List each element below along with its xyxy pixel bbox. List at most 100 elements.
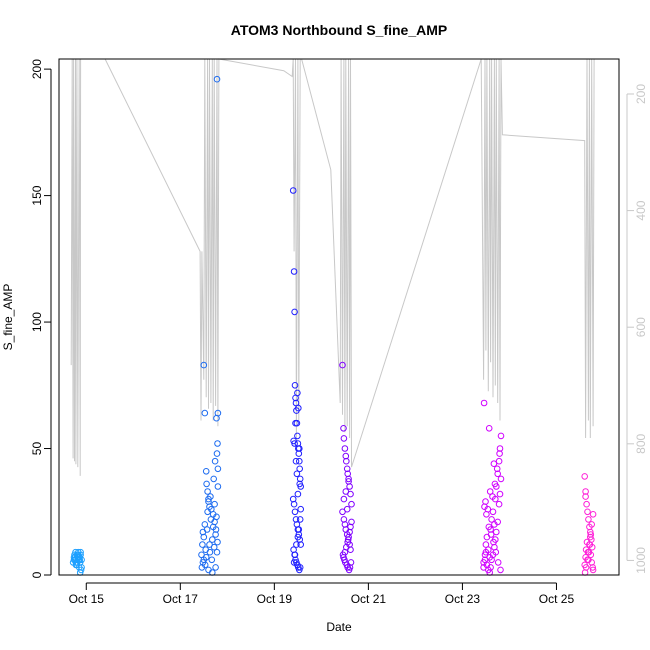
data-point [290,268,298,275]
data-point [291,308,298,316]
data-point [199,528,207,536]
data-point [202,468,210,475]
data-point [495,500,503,508]
data-point [482,541,490,548]
y2-tick-label: 600 [634,317,648,337]
data-point [213,548,221,556]
data-point [343,505,351,513]
data-point [488,516,495,523]
data-point [297,505,305,513]
x-tick-label: Oct 23 [445,592,481,606]
data-point [295,526,303,533]
data-point [204,488,211,495]
data-point [585,516,592,523]
y-axis-label: S_fine_AMP [1,284,15,351]
data-point [342,488,350,495]
data-point [291,551,299,559]
data-point [497,432,505,440]
data-point [497,475,505,483]
data-point [294,389,301,397]
data-point [586,541,594,548]
data-point [496,450,503,457]
data-point [587,531,595,538]
axes-layer: 0 50 100 150 200 Oct 15 Oct 17 Oct 19 Oct 21 Oct … [30,59,648,606]
data-point [345,475,352,483]
series-3 [289,187,305,574]
data-point [347,559,355,566]
data-point [213,75,221,83]
data-point [211,518,218,526]
data-point [491,480,499,488]
data-point [75,551,82,559]
y2-tick-label: 800 [634,433,648,453]
y2-tick-label: 1000 [634,547,648,574]
data-point [201,409,209,417]
series-4 [339,361,355,574]
series-1 [69,548,85,576]
data-point [495,457,503,465]
data-point [494,470,502,478]
series-6 [581,473,597,576]
data-point [584,556,591,564]
data-point [485,425,493,432]
data-point [487,531,495,538]
data-point [293,541,300,548]
data-point [348,500,355,508]
y-tick-label: 100 [30,312,44,332]
data-point [489,508,497,516]
data-point [293,470,301,478]
data-point [587,528,594,536]
data-point [296,445,303,452]
data-point [292,457,300,465]
data-point [212,526,220,533]
data-point [203,480,210,488]
data-point [482,548,490,556]
x-tick-label: Oct 21 [351,592,387,606]
data-point [295,404,302,412]
data-point [585,548,593,556]
data-point [583,500,590,508]
data-point [348,518,355,526]
x-axis-label: Date [326,620,352,634]
data-point [198,564,206,571]
y-tick-label: 0 [30,571,44,578]
data-point [211,500,218,508]
data-point [582,564,590,571]
data-point [214,483,222,490]
y2-tick-label: 400 [634,200,648,220]
data-point [582,493,589,500]
series-2 [198,75,222,576]
data-point [290,559,298,566]
y-tick-label: 50 [30,442,44,456]
data-point [487,564,494,571]
data-point [210,543,218,551]
data-point [589,566,597,574]
y-tick-label: 150 [30,185,44,205]
data-point [73,559,80,566]
data-point [493,465,501,473]
x-tick-label: Oct 17 [163,592,199,606]
data-point [589,564,597,571]
data-point [589,511,597,518]
data-point [294,490,302,498]
chart-title: ATOM3 Northbound S_fine_AMP [231,22,447,38]
data-point [296,465,304,473]
data-point [340,495,348,503]
data-point [212,531,219,538]
data-point [199,541,206,548]
data-point [494,518,502,526]
data-point [291,508,299,516]
y-tick-label: 200 [30,59,44,79]
data-point [345,478,352,485]
data-point [213,450,221,457]
data-point [584,508,591,516]
data-point [582,488,589,495]
data-point [296,457,303,465]
data-point [494,559,502,566]
data-point [497,566,504,574]
data-point [496,490,504,498]
data-point [490,538,497,546]
data-point [211,457,219,465]
data-point [581,473,589,480]
